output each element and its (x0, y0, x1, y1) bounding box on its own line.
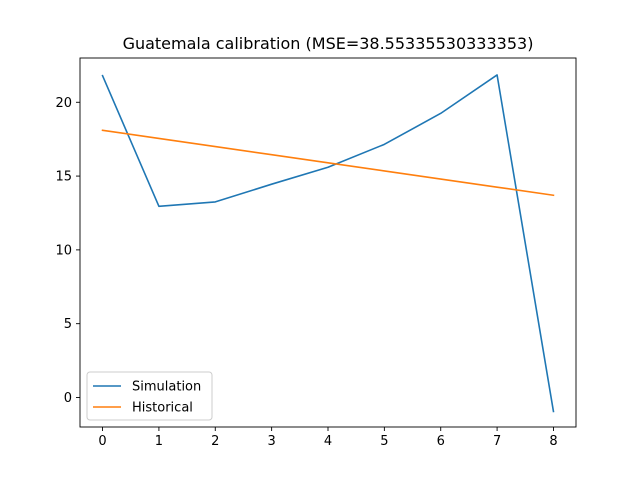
series-line-historical (101, 129, 555, 197)
legend: Simulation Historical (86, 371, 213, 421)
plot-area (101, 74, 555, 413)
axes: 0 1 2 3 4 5 6 7 8 0 5 10 15 20 (55, 57, 577, 449)
series-line-simulation (101, 74, 555, 413)
legend-label-historical: Historical (132, 401, 193, 416)
x-tick-label: 3 (267, 434, 275, 449)
x-tick-label: 8 (549, 434, 557, 449)
x-tick-label: 7 (493, 434, 501, 449)
y-tick-label: 10 (55, 243, 72, 258)
x-tick-label: 2 (211, 434, 219, 449)
x-tick-label: 4 (324, 434, 332, 449)
chart-title: Guatemala calibration (MSE=38.5533553033… (123, 34, 534, 53)
y-tick-label: 0 (64, 391, 72, 406)
x-tick-label: 5 (380, 434, 388, 449)
x-tick-label: 0 (98, 434, 106, 449)
y-tick-label: 15 (55, 170, 72, 185)
x-tick-label: 1 (155, 434, 163, 449)
legend-box (86, 371, 213, 421)
x-tick-label: 6 (437, 434, 445, 449)
legend-label-simulation: Simulation (132, 380, 201, 395)
y-tick-label: 5 (64, 317, 72, 332)
y-tick-label: 20 (55, 96, 72, 111)
